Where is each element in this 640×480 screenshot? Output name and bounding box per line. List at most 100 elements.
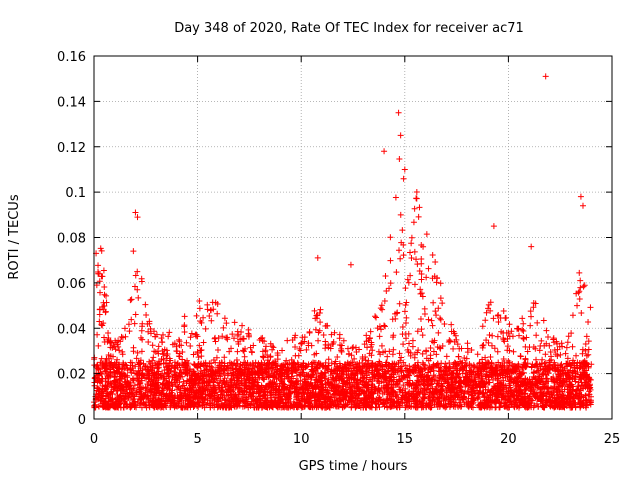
data-point xyxy=(494,348,501,355)
data-point xyxy=(447,388,454,395)
data-point xyxy=(158,335,165,342)
data-point xyxy=(138,348,145,355)
data-point xyxy=(540,317,547,324)
data-point xyxy=(437,315,444,322)
data-point xyxy=(468,346,475,353)
data-point xyxy=(464,340,471,347)
data-point xyxy=(502,315,509,322)
data-point xyxy=(456,345,463,352)
data-point xyxy=(479,356,486,363)
data-point xyxy=(480,341,487,348)
data-point xyxy=(495,312,502,319)
data-point xyxy=(400,341,407,348)
data-point xyxy=(234,348,241,355)
data-point xyxy=(99,322,106,329)
data-point xyxy=(425,265,432,272)
data-point xyxy=(545,334,552,341)
data-point xyxy=(214,346,221,353)
data-point xyxy=(576,288,583,295)
data-point xyxy=(94,331,101,338)
data-point xyxy=(221,315,228,322)
data-point xyxy=(317,319,324,326)
data-point xyxy=(420,243,427,250)
data-point xyxy=(376,333,383,340)
data-point xyxy=(519,315,526,322)
data-point xyxy=(413,189,420,196)
data-point xyxy=(100,299,107,306)
data-point xyxy=(149,342,156,349)
data-point xyxy=(126,328,133,335)
data-point xyxy=(131,320,138,327)
data-point xyxy=(564,355,571,362)
data-point xyxy=(222,397,229,404)
data-point xyxy=(334,354,341,361)
data-point xyxy=(223,392,230,399)
data-point xyxy=(516,332,523,339)
data-point xyxy=(569,312,576,319)
chart-title: Day 348 of 2020, Rate Of TEC Index for r… xyxy=(174,21,524,36)
data-point xyxy=(409,343,416,350)
data-point xyxy=(515,325,522,332)
data-point xyxy=(427,345,434,352)
data-point xyxy=(414,328,421,335)
data-point xyxy=(538,337,545,344)
data-point xyxy=(373,401,380,408)
data-point xyxy=(241,353,248,360)
data-point xyxy=(134,286,141,293)
data-point xyxy=(372,313,379,320)
data-point xyxy=(432,308,439,315)
data-point xyxy=(435,305,442,312)
data-point xyxy=(181,329,188,336)
data-point xyxy=(419,332,426,339)
data-point xyxy=(376,404,383,411)
data-point xyxy=(569,343,576,350)
data-point xyxy=(430,299,437,306)
data-point xyxy=(524,360,531,367)
data-point xyxy=(267,390,274,397)
data-point xyxy=(528,364,535,371)
data-point xyxy=(208,376,215,383)
data-point xyxy=(577,284,584,291)
data-point xyxy=(100,267,107,274)
data-point xyxy=(220,324,227,331)
data-point xyxy=(442,360,449,367)
data-point xyxy=(448,321,455,328)
data-point xyxy=(103,371,110,378)
data-point xyxy=(190,351,197,358)
data-point xyxy=(446,337,453,344)
data-point xyxy=(557,351,564,358)
data-point xyxy=(392,194,399,201)
data-point xyxy=(95,342,102,349)
data-point xyxy=(392,369,399,376)
data-point xyxy=(578,310,585,317)
data-point xyxy=(367,328,374,335)
data-point xyxy=(195,354,202,361)
data-point xyxy=(397,255,404,262)
data-point xyxy=(495,318,502,325)
data-point xyxy=(130,393,137,400)
data-point xyxy=(181,313,188,320)
data-point xyxy=(179,349,186,356)
data-point xyxy=(423,274,430,281)
data-point xyxy=(556,343,563,350)
data-point xyxy=(352,344,359,351)
data-point xyxy=(408,234,415,241)
grid-lines xyxy=(94,56,612,419)
data-point xyxy=(408,240,415,247)
data-point xyxy=(415,213,422,220)
data-point xyxy=(510,348,517,355)
data-point xyxy=(155,343,162,350)
data-point xyxy=(407,249,414,256)
data-point xyxy=(564,361,571,368)
data-point xyxy=(483,368,490,375)
data-point xyxy=(214,310,221,317)
data-point xyxy=(494,333,501,340)
data-point xyxy=(527,322,534,329)
data-point xyxy=(194,348,201,355)
data-point xyxy=(504,335,511,342)
data-point xyxy=(433,362,440,369)
data-point xyxy=(95,262,102,269)
data-point xyxy=(315,337,322,344)
data-point xyxy=(527,308,534,315)
data-point xyxy=(366,350,373,357)
